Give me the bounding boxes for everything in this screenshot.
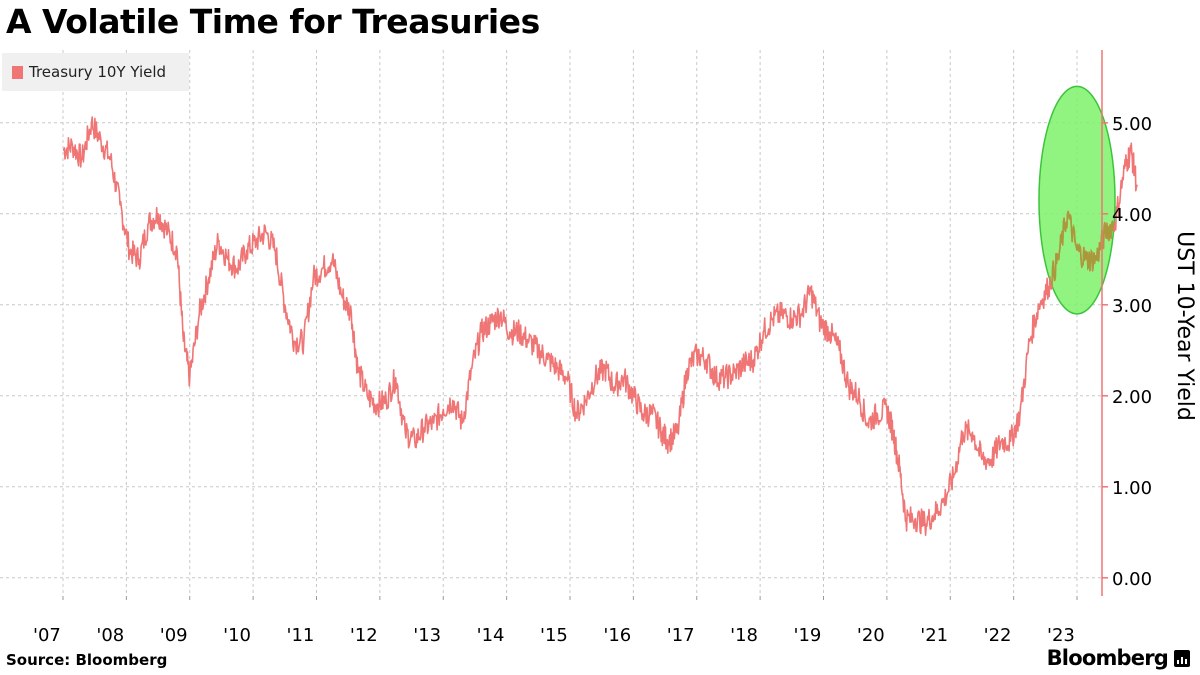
y-axis-label: UST 10-Year Yield: [1172, 231, 1197, 421]
series-layer: [62, 116, 1138, 536]
x-tick-label-13: '20: [857, 625, 885, 646]
x-tick-label-3: '10: [223, 625, 251, 646]
series-line-treasury-10y: [62, 116, 1138, 536]
x-tick-label-7: '14: [477, 625, 505, 646]
x-tick-label-16: '23: [1047, 625, 1075, 646]
x-tick-label-5: '12: [350, 625, 378, 646]
x-tick-label-11: '18: [730, 625, 758, 646]
series-line-highlighted: [1038, 117, 1116, 314]
y-axis: 0.00 1.00 2.00 3.00 4.00 5.00: [1101, 50, 1152, 596]
y-tick-label-4: 4.00: [1112, 205, 1152, 226]
legend-swatch: [12, 65, 23, 79]
x-tick-label-9: '16: [603, 625, 631, 646]
y-tick-label-5: 5.00: [1112, 114, 1152, 135]
x-axis: '07 '08 '09 '10 '11 '12 '13 '14 '15 '16 '17 '18 '19 '…: [33, 596, 1078, 646]
x-tick-label-1: '08: [96, 625, 124, 646]
brand-logo: Bloomberg: [1047, 646, 1190, 670]
x-tick-label-15: '22: [984, 625, 1012, 646]
x-tick-label-10: '17: [667, 625, 695, 646]
y-tick-label-0: 0.00: [1112, 569, 1152, 590]
x-tick-label-0: '07: [33, 625, 61, 646]
y-tick-label-2: 2.00: [1112, 387, 1152, 408]
x-tick-label-6: '13: [413, 625, 441, 646]
gridlines: [0, 50, 1102, 596]
x-tick-label-14: '21: [920, 625, 948, 646]
x-tick-label-4: '11: [287, 625, 315, 646]
x-tick-label-2: '09: [160, 625, 188, 646]
chart-title: A Volatile Time for Treasuries: [6, 2, 540, 41]
legend-label-treasury-10y: Treasury 10Y Yield: [29, 63, 167, 81]
legend: Treasury 10Y Yield: [2, 53, 189, 91]
source-note: Source: Bloomberg: [6, 651, 168, 669]
y-tick-label-1: 1.00: [1112, 478, 1152, 499]
brand-wordmark: Bloomberg: [1046, 646, 1169, 670]
bloomberg-terminal-icon: [1174, 649, 1190, 667]
x-tick-label-8: '15: [540, 625, 568, 646]
y-tick-label-3: 3.00: [1112, 296, 1152, 317]
x-tick-label-12: '19: [794, 625, 822, 646]
